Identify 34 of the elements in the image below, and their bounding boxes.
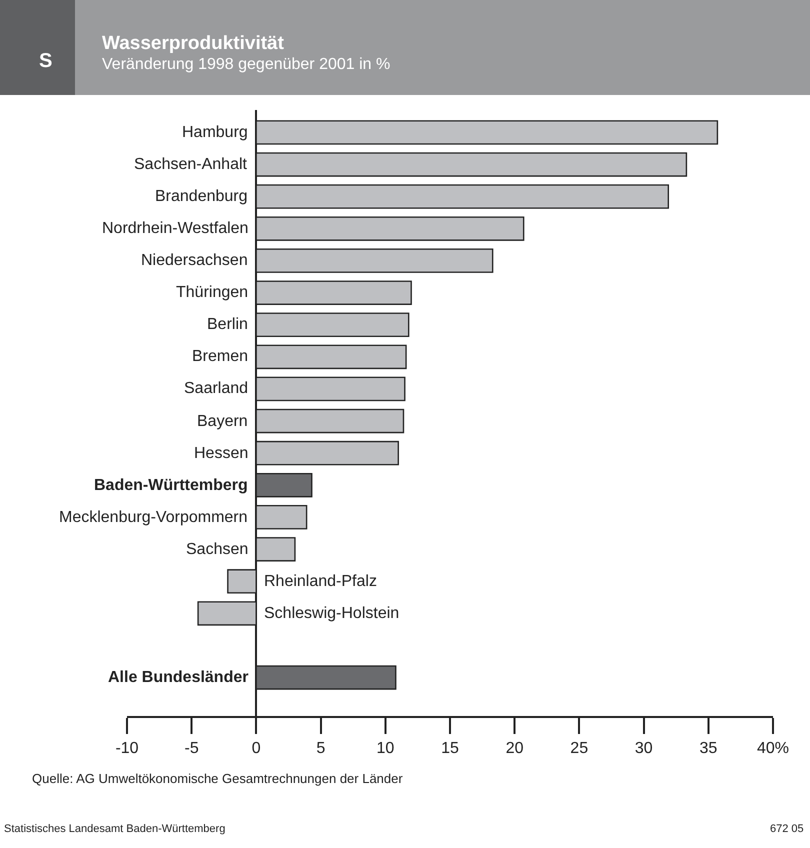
y-tick-label: Niedersachsen — [141, 252, 248, 269]
x-tick-label: 20 — [506, 740, 524, 757]
y-tick-label: Hessen — [194, 445, 248, 462]
y-tick-label: Thüringen — [176, 284, 248, 301]
x-tick-label: 30 — [634, 740, 653, 757]
chart-title: Wasserproduktivität — [102, 33, 285, 54]
x-tick-label: -10 — [115, 740, 139, 757]
y-tick-label: Brandenburg — [155, 188, 248, 205]
y-tick-label: Baden-Württemberg — [94, 477, 248, 494]
y-tick-label: Alle Bundesländer — [108, 669, 248, 686]
y-tick-label: Sachsen — [186, 541, 248, 558]
y-tick-label: Berlin — [207, 316, 248, 333]
y-tick-label: Saarland — [184, 380, 248, 397]
x-tick-label: 15 — [441, 740, 459, 757]
text: S — [39, 50, 52, 72]
text: 672 05 — [770, 823, 804, 835]
y-tick-label: Sachsen-Anhalt — [134, 156, 248, 173]
x-tick-label: 0 — [252, 740, 261, 757]
chart-subtitle: Veränderung 1998 gegenüber 2001 in % — [102, 56, 390, 73]
y-tick-label: Nordrhein-Westfalen — [102, 220, 248, 237]
y-tick-label: Rheinland-Pfalz — [264, 573, 377, 590]
x-tick-label: 5 — [316, 740, 326, 757]
x-tick-label: 10 — [376, 740, 394, 757]
y-tick-label: Mecklenburg-Vorpommern — [59, 509, 248, 526]
text: Statistisches Landesamt Baden-Württemberg — [4, 823, 226, 835]
y-tick-label: Schleswig-Holstein — [264, 605, 400, 622]
y-tick-label: Hamburg — [182, 124, 248, 141]
y-tick-label: Bremen — [192, 348, 248, 365]
x-tick-label: 35 — [700, 740, 718, 757]
y-tick-label: Bayern — [197, 413, 248, 430]
x-tick-label: -5 — [184, 740, 199, 757]
x-tick-label: 40% — [756, 740, 790, 757]
source-note: Quelle: AG Umweltökonomische Gesamtrechnungen der Länder — [32, 771, 404, 786]
x-tick-label: 25 — [570, 740, 588, 757]
